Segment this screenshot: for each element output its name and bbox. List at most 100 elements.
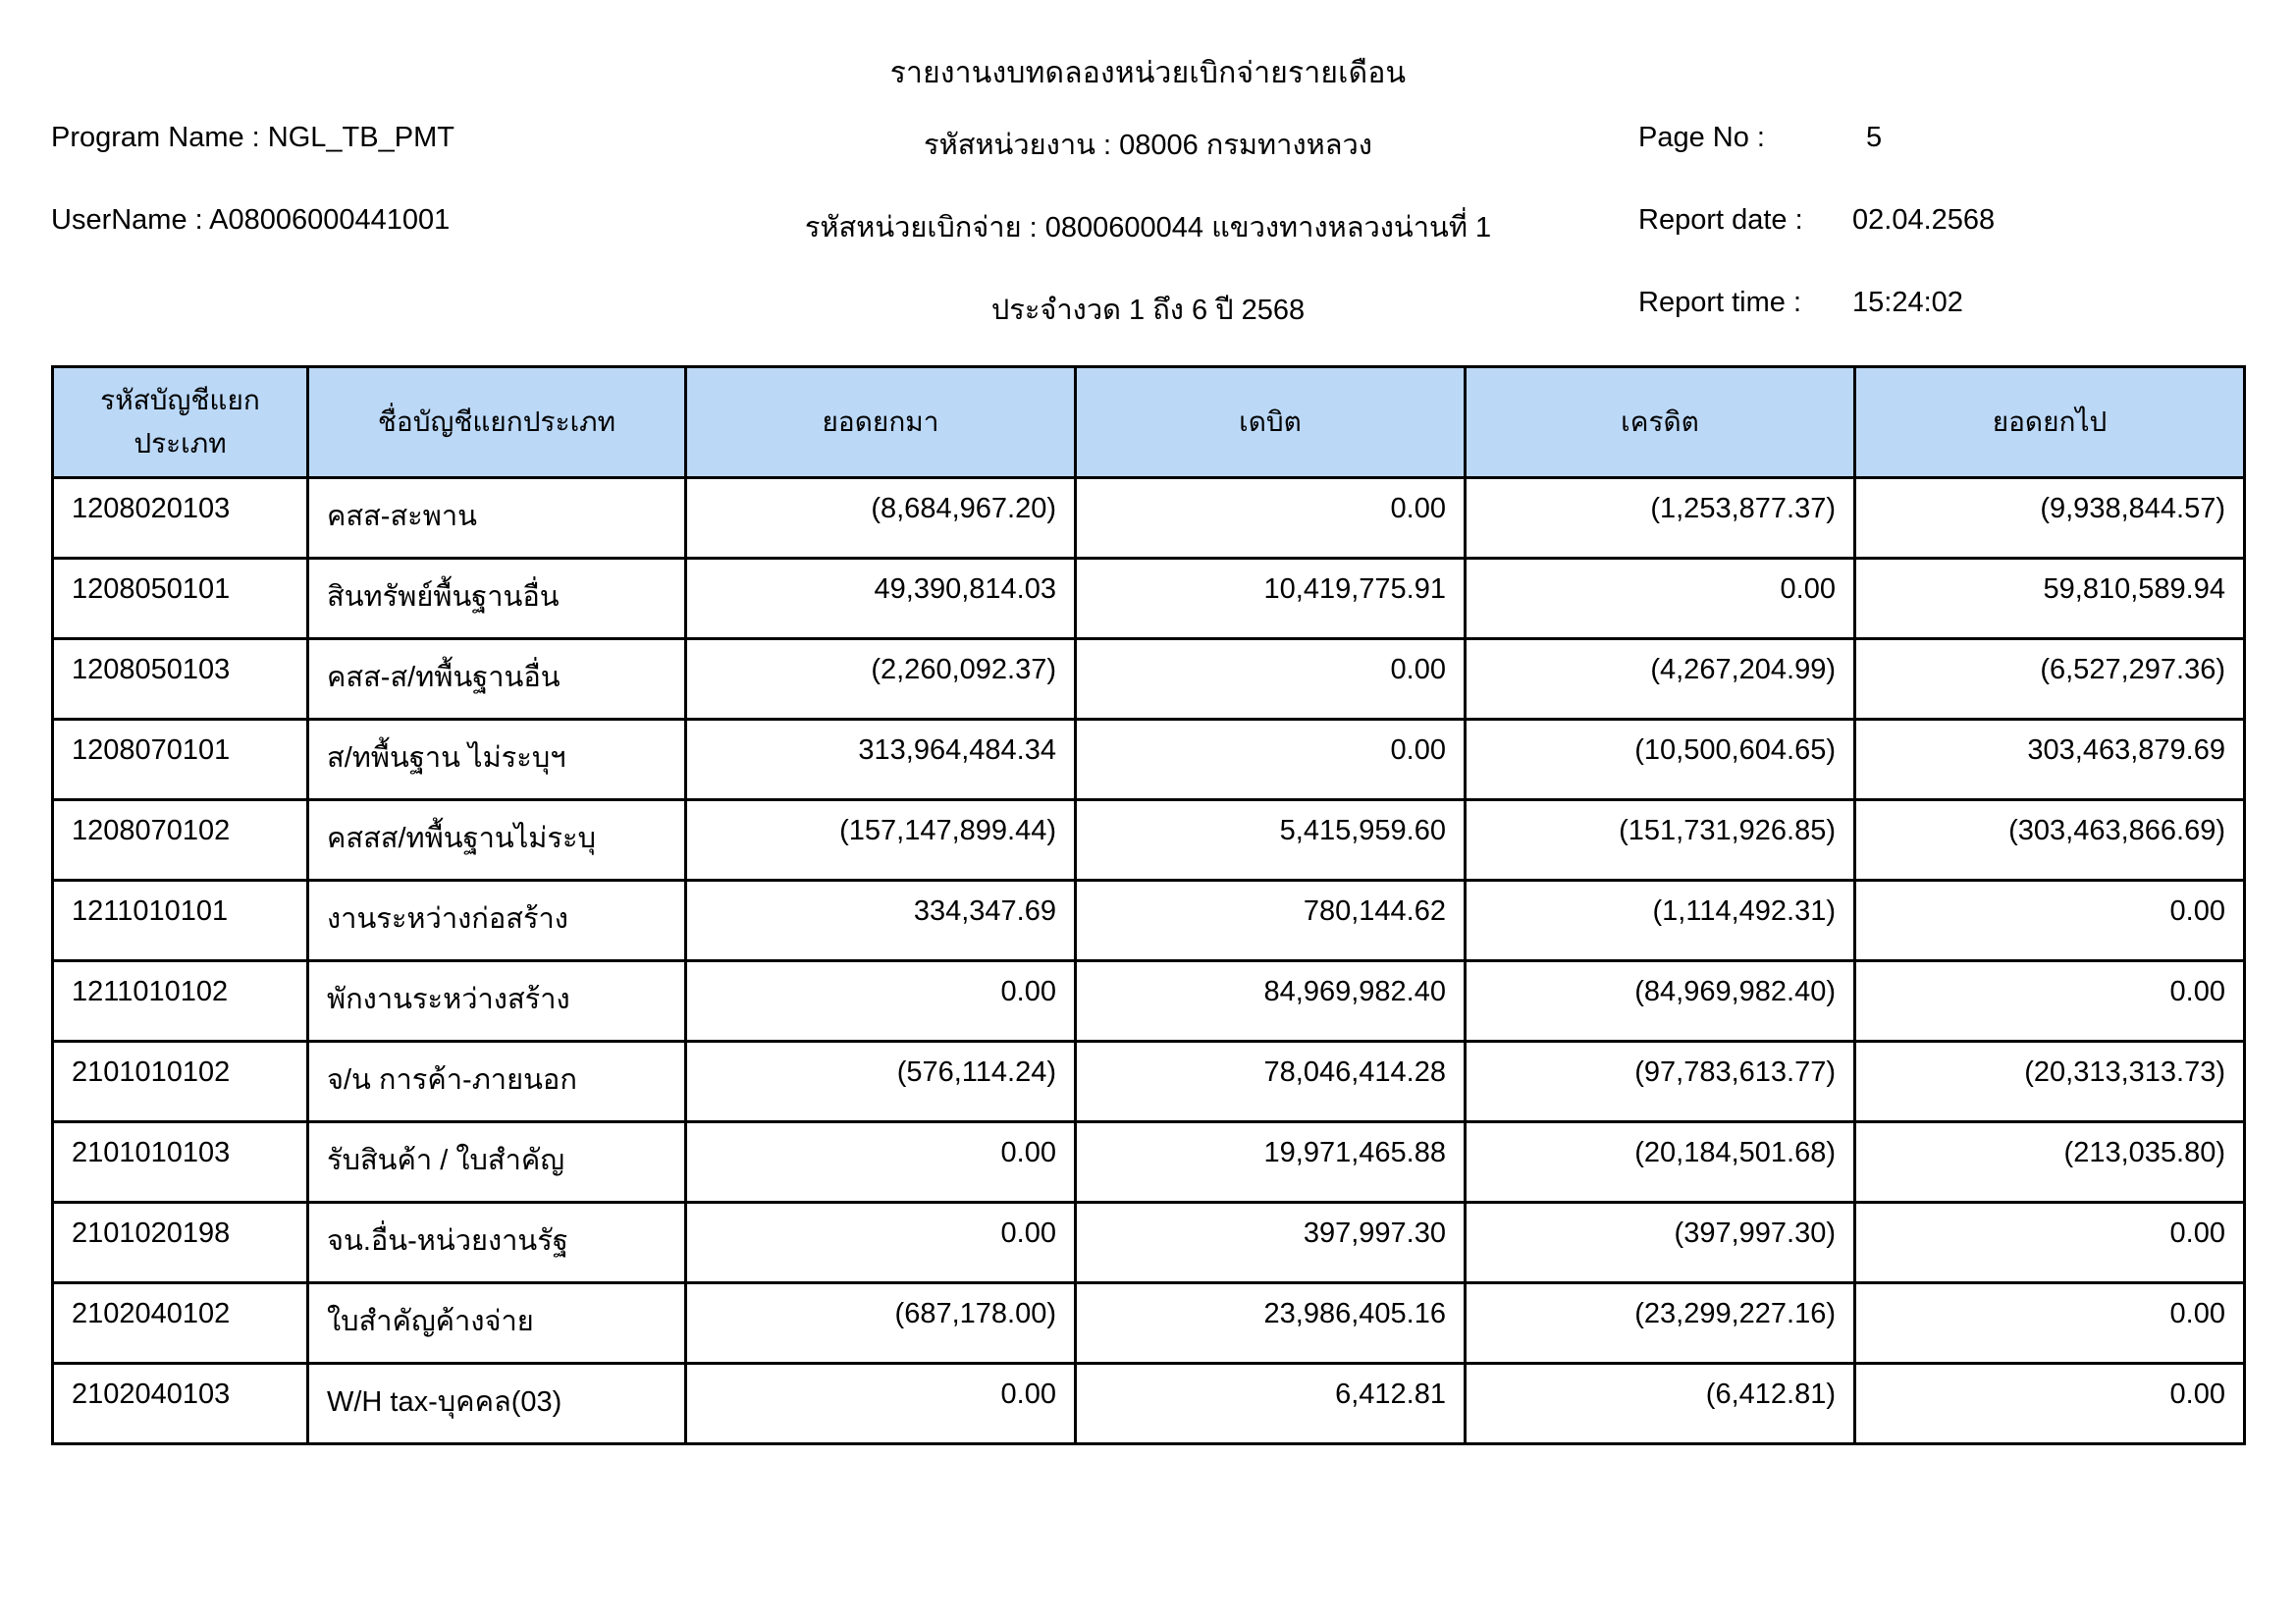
table-row: 2101010102 จ/น การค้า-ภายนอก (576,114.24) 7… bbox=[51, 1040, 2246, 1123]
cell-debit: 780,144.62 bbox=[1074, 879, 1467, 962]
cell-opening-balance: 0.00 bbox=[684, 1362, 1077, 1445]
cell-closing-balance: (303,463,866.69) bbox=[1853, 798, 2246, 882]
cell-opening-balance: 0.00 bbox=[684, 1120, 1077, 1204]
cell-opening-balance: (8,684,967.20) bbox=[684, 476, 1077, 560]
cell-account-code: 1211010102 bbox=[51, 959, 309, 1043]
cell-account-code: 2101010103 bbox=[51, 1120, 309, 1204]
cell-account-code: 1208070102 bbox=[51, 798, 309, 882]
cell-credit: (23,299,227.16) bbox=[1464, 1281, 1856, 1365]
cell-credit: (1,253,877.37) bbox=[1464, 476, 1856, 560]
table-row: 1208070102 คสสส/ทพื้นฐานไม่ระบุ (157,147,8… bbox=[51, 798, 2246, 882]
cell-debit: 19,971,465.88 bbox=[1074, 1120, 1467, 1204]
trial-balance-table: รหัสบัญชีแยกประเภท ชื่อบัญชีแยกประเภท ยอ… bbox=[51, 365, 2246, 1445]
cell-opening-balance: (576,114.24) bbox=[684, 1040, 1077, 1123]
cell-debit: 397,997.30 bbox=[1074, 1201, 1467, 1284]
cell-credit: (84,969,982.40) bbox=[1464, 959, 1856, 1043]
cell-account-name: W/H tax-บุคคล(03) bbox=[306, 1362, 687, 1445]
cell-account-code: 1208050103 bbox=[51, 637, 309, 721]
meta-row-3: ประจำงวด 1 ถึง 6 ปี 2568 Report time : 1… bbox=[51, 287, 2245, 369]
cell-account-name: พักงานระหว่างสร้าง bbox=[306, 959, 687, 1043]
cell-account-name: คสสส/ทพื้นฐานไม่ระบุ bbox=[306, 798, 687, 882]
table-row: 2102040103 W/H tax-บุคคล(03) 0.00 6,412.81(… bbox=[51, 1362, 2246, 1445]
report-meta-block: Program Name : NGL_TB_PMT รหัสหน่วยงาน :… bbox=[51, 122, 2245, 338]
cell-account-code: 2102040103 bbox=[51, 1362, 309, 1445]
cell-opening-balance: (2,260,092.37) bbox=[684, 637, 1077, 721]
cell-account-name: คสส-ส/ทพื้นฐานอื่น bbox=[306, 637, 687, 721]
cell-debit: 6,412.81 bbox=[1074, 1362, 1467, 1445]
report-time-group: Report time : 15:24:02 bbox=[1568, 287, 2245, 319]
cell-credit: (4,267,204.99) bbox=[1464, 637, 1856, 721]
cell-credit: (397,997.30) bbox=[1464, 1201, 1856, 1284]
cell-opening-balance: 313,964,484.34 bbox=[684, 718, 1077, 801]
cell-opening-balance: 0.00 bbox=[684, 1201, 1077, 1284]
cell-closing-balance: (20,313,313.73) bbox=[1853, 1040, 2246, 1123]
meta-row-2: UserName : A08006000441001 รหัสหน่วยเบิก… bbox=[51, 204, 2245, 287]
cell-closing-balance: (6,527,297.36) bbox=[1853, 637, 2246, 721]
cell-opening-balance: (157,147,899.44) bbox=[684, 798, 1077, 882]
table-header-row: รหัสบัญชีแยกประเภท ชื่อบัญชีแยกประเภท ยอ… bbox=[51, 365, 2246, 479]
cell-credit: (20,184,501.68) bbox=[1464, 1120, 1856, 1204]
cell-credit: (97,783,613.77) bbox=[1464, 1040, 1856, 1123]
cell-closing-balance: 0.00 bbox=[1853, 1201, 2246, 1284]
org-code-line: รหัสหน่วยงาน : 08006 กรมทางหลวง bbox=[924, 130, 1372, 161]
table-row: 1208050101 สินทรัพย์พื้นฐานอื่น 49,390,814… bbox=[51, 557, 2246, 640]
cell-opening-balance: 334,347.69 bbox=[684, 879, 1077, 962]
page-no-label: Page No : bbox=[1638, 122, 1765, 153]
disbursing-unit-line: รหัสหน่วยเบิกจ่าย : 0800600044 แขวงทางหล… bbox=[804, 212, 1492, 243]
program-name: Program Name : NGL_TB_PMT bbox=[51, 122, 454, 153]
cell-closing-balance: 59,810,589.94 bbox=[1853, 557, 2246, 640]
cell-account-code: 1208020103 bbox=[51, 476, 309, 560]
cell-debit: 5,415,959.60 bbox=[1074, 798, 1467, 882]
column-header-credit: เครดิต bbox=[1464, 365, 1856, 479]
cell-debit: 84,969,982.40 bbox=[1074, 959, 1467, 1043]
column-header-closing-balance: ยอดยกไป bbox=[1853, 365, 2246, 479]
table-row: 2101020198 จน.อื่น-หน่วยงานรัฐ 0.00 397,997… bbox=[51, 1201, 2246, 1284]
cell-debit: 0.00 bbox=[1074, 718, 1467, 801]
cell-account-name: รับสินค้า / ใบสำคัญ bbox=[306, 1120, 687, 1204]
report-time-value: 15:24:02 bbox=[1852, 287, 1963, 318]
user-name: UserName : A08006000441001 bbox=[51, 204, 451, 236]
cell-closing-balance: (213,035.80) bbox=[1853, 1120, 2246, 1204]
report-date-group: Report date : 02.04.2568 bbox=[1568, 204, 2245, 237]
column-header-opening-balance: ยอดยกมา bbox=[684, 365, 1077, 479]
cell-account-name: สินทรัพย์พื้นฐานอื่น bbox=[306, 557, 687, 640]
cell-credit: (6,412.81) bbox=[1464, 1362, 1856, 1445]
cell-closing-balance: 0.00 bbox=[1853, 879, 2246, 962]
cell-credit: (151,731,926.85) bbox=[1464, 798, 1856, 882]
page-no-group: Page No : 5 bbox=[1568, 122, 2245, 154]
column-header-debit: เดบิต bbox=[1074, 365, 1467, 479]
period-line: ประจำงวด 1 ถึง 6 ปี 2568 bbox=[990, 295, 1306, 326]
cell-closing-balance: (9,938,844.57) bbox=[1853, 476, 2246, 560]
cell-closing-balance: 303,463,879.69 bbox=[1853, 718, 2246, 801]
cell-debit: 10,419,775.91 bbox=[1074, 557, 1467, 640]
cell-credit: (10,500,604.65) bbox=[1464, 718, 1856, 801]
table-body: 1208020103 คสส-สะพาน (8,684,967.20) 0.00 (1,… bbox=[51, 476, 2246, 1445]
cell-account-name: จ/น การค้า-ภายนอก bbox=[306, 1040, 687, 1123]
table-row: 1211010101 งานระหว่างก่อสร้าง 334,347.69 78… bbox=[51, 879, 2246, 962]
cell-account-code: 2102040102 bbox=[51, 1281, 309, 1365]
column-header-account-code: รหัสบัญชีแยกประเภท bbox=[51, 365, 309, 479]
table-row: 2102040102 ใบสำคัญค้างจ่าย (687,178.00) 23,… bbox=[51, 1281, 2246, 1365]
cell-credit: (1,114,492.31) bbox=[1464, 879, 1856, 962]
table-row: 1208020103 คสส-สะพาน (8,684,967.20) 0.00 (1,… bbox=[51, 476, 2246, 560]
cell-opening-balance: 49,390,814.03 bbox=[684, 557, 1077, 640]
table-row: 1211010102 พักงานระหว่างสร้าง 0.00 84,969,9… bbox=[51, 959, 2246, 1043]
cell-closing-balance: 0.00 bbox=[1853, 1362, 2246, 1445]
cell-debit: 23,986,405.16 bbox=[1074, 1281, 1467, 1365]
cell-account-name: จน.อื่น-หน่วยงานรัฐ bbox=[306, 1201, 687, 1284]
cell-debit: 0.00 bbox=[1074, 637, 1467, 721]
meta-row-1: Program Name : NGL_TB_PMT รหัสหน่วยงาน :… bbox=[51, 122, 2245, 204]
report-date-label: Report date : bbox=[1638, 204, 1803, 236]
cell-account-name: งานระหว่างก่อสร้าง bbox=[306, 879, 687, 962]
table-row: 2101010103 รับสินค้า / ใบสำคัญ 0.00 19,971,… bbox=[51, 1120, 2246, 1204]
cell-opening-balance: 0.00 bbox=[684, 959, 1077, 1043]
cell-account-name: ใบสำคัญค้างจ่าย bbox=[306, 1281, 687, 1365]
cell-closing-balance: 0.00 bbox=[1853, 959, 2246, 1043]
report-time-label: Report time : bbox=[1638, 287, 1801, 318]
cell-account-code: 1208070101 bbox=[51, 718, 309, 801]
cell-account-name: คสส-สะพาน bbox=[306, 476, 687, 560]
cell-account-code: 2101010102 bbox=[51, 1040, 309, 1123]
page-no-value: 5 bbox=[1866, 122, 1883, 153]
cell-account-name: ส/ทพื้นฐาน ไม่ระบุฯ bbox=[306, 718, 687, 801]
